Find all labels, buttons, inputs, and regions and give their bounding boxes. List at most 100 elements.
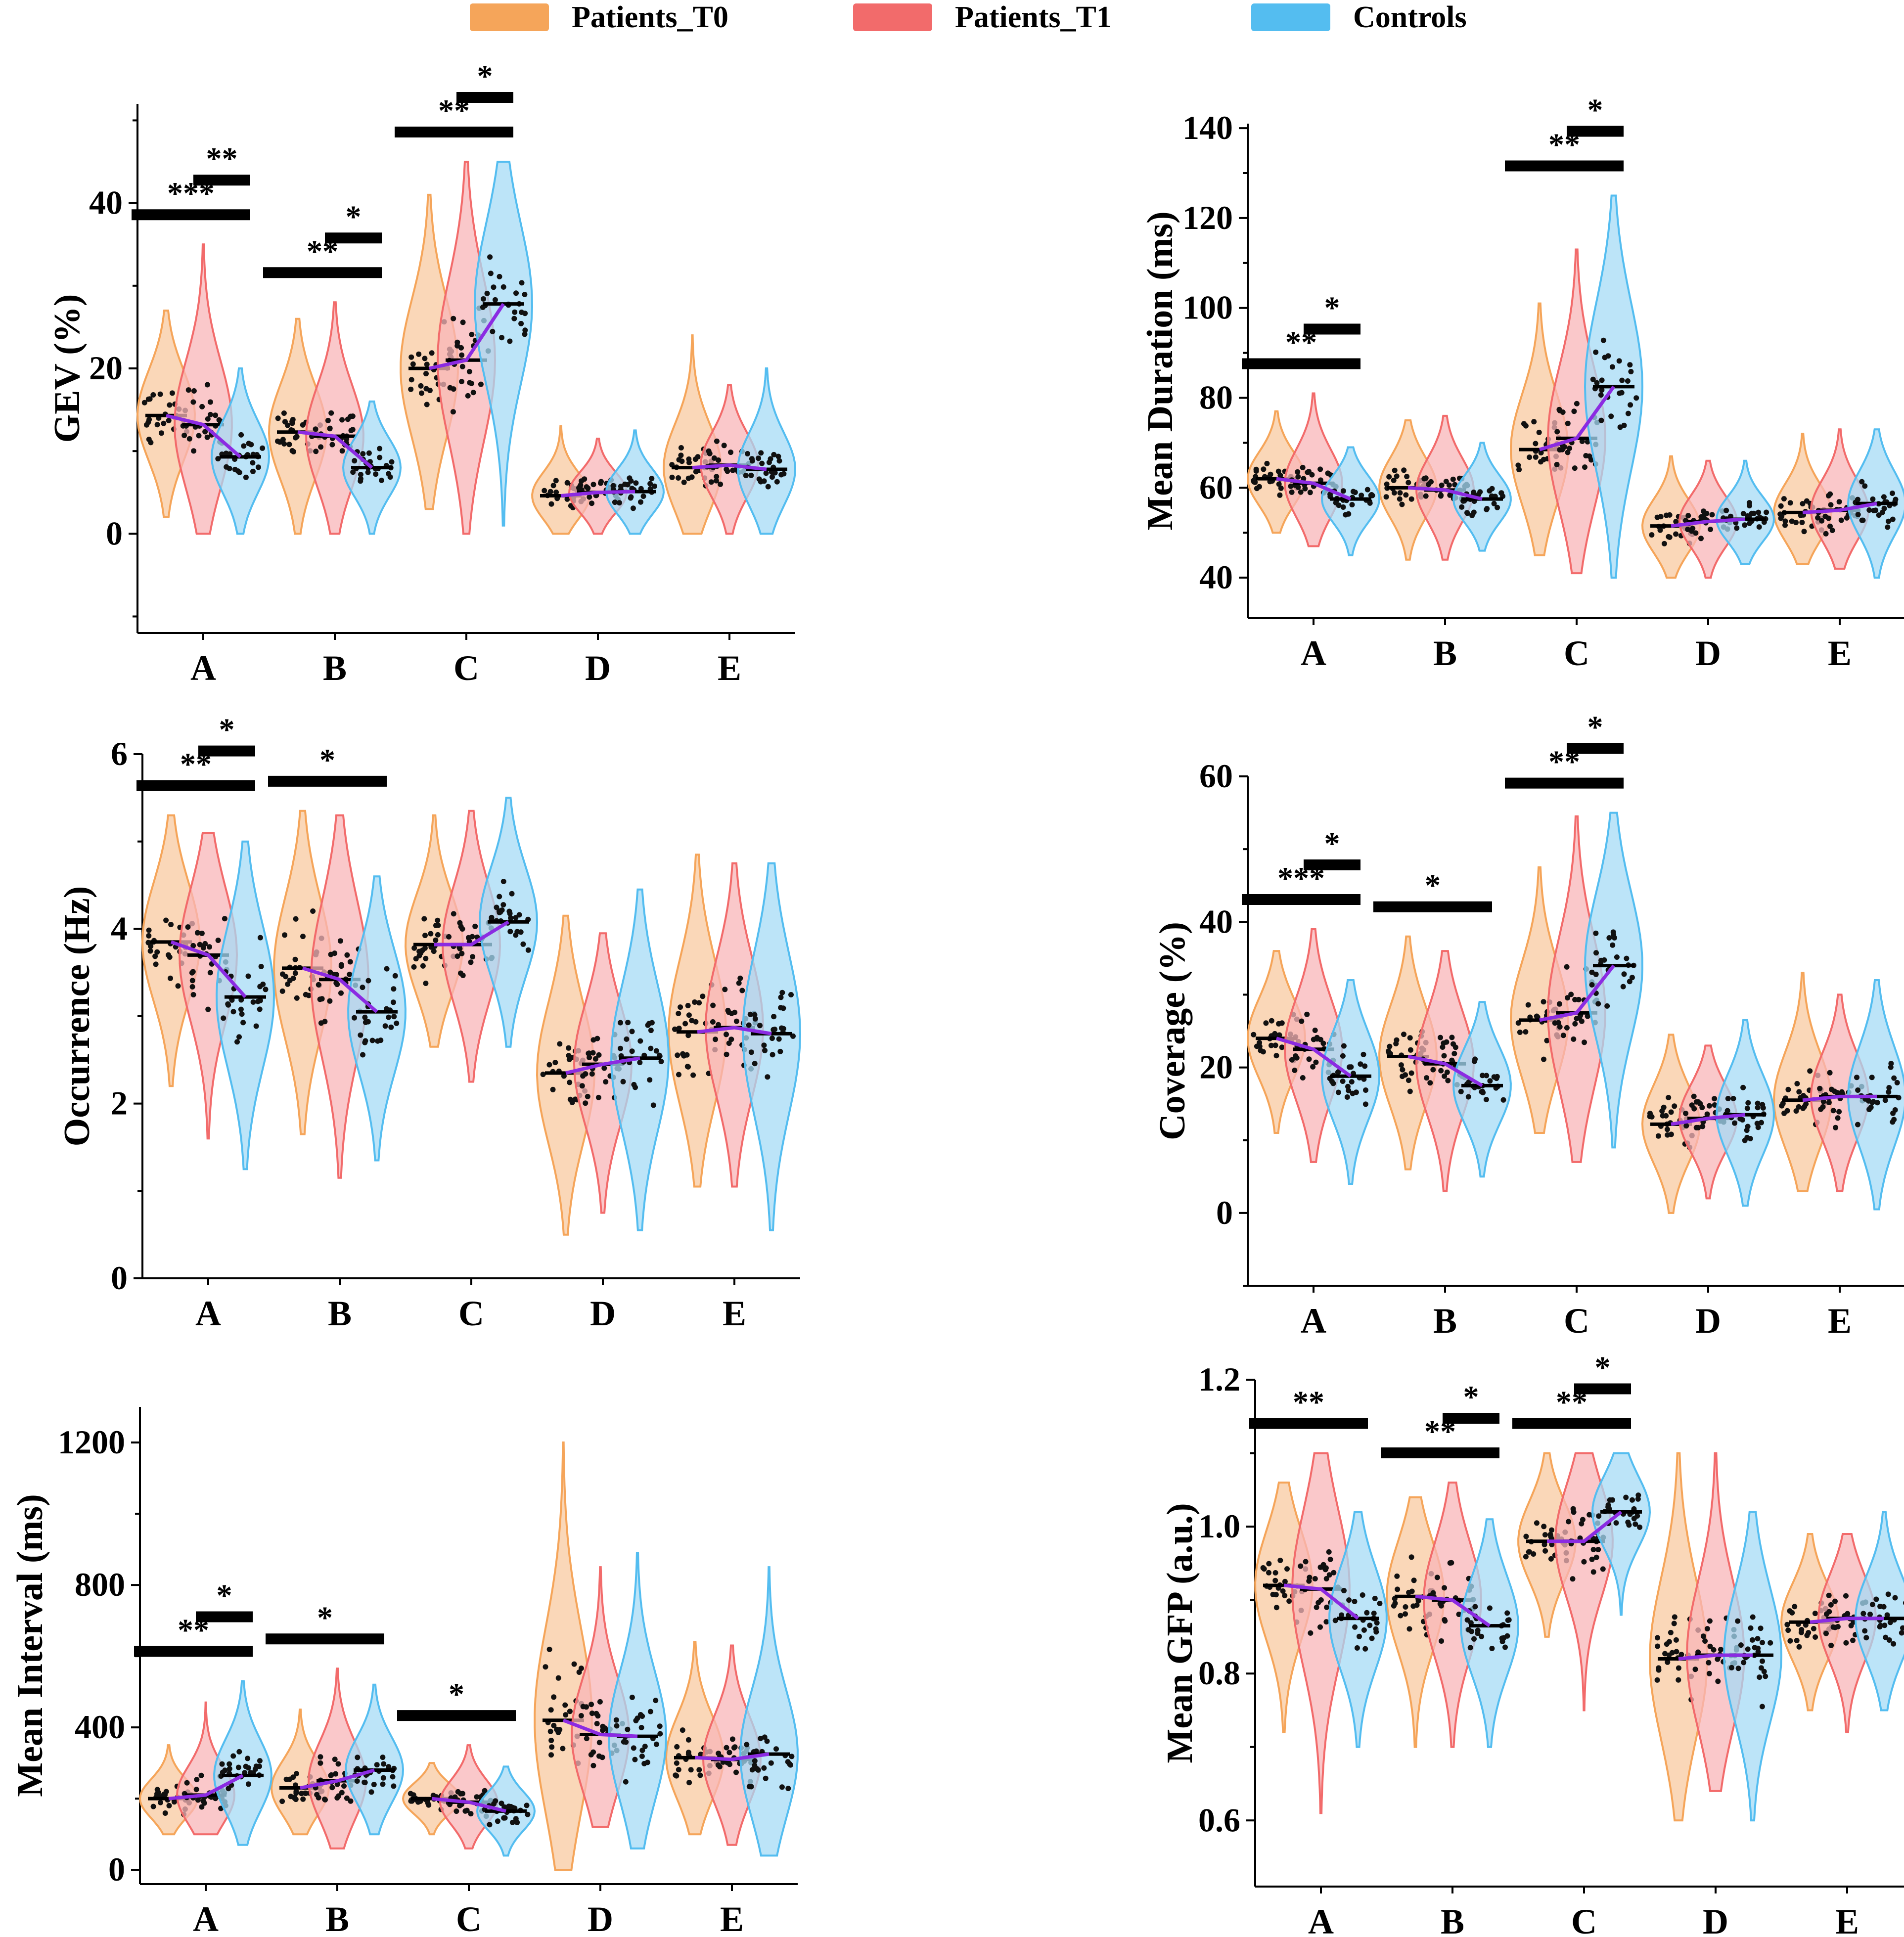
data-point [1273, 1053, 1279, 1059]
data-point [1405, 1078, 1411, 1083]
trend-line-C [1547, 1510, 1623, 1543]
data-point [1738, 1642, 1744, 1648]
data-point [1434, 1575, 1440, 1580]
data-point [1794, 1081, 1800, 1086]
data-point [520, 941, 526, 947]
data-point [631, 1081, 637, 1087]
data-point [253, 1023, 259, 1029]
data-point [205, 416, 211, 422]
data-point [621, 1739, 627, 1745]
data-point [207, 970, 213, 976]
data-point [382, 1023, 388, 1029]
data-point [1479, 1633, 1485, 1639]
significance-label: * [1425, 868, 1441, 903]
data-point [770, 1052, 775, 1058]
data-point [1400, 1067, 1405, 1073]
data-point [282, 419, 288, 425]
data-point [1408, 1554, 1414, 1560]
data-point [1891, 1075, 1897, 1081]
data-point [1882, 1097, 1888, 1103]
data-point [1541, 1542, 1547, 1547]
data-point [1826, 515, 1831, 521]
data-point [163, 917, 169, 923]
data-point [758, 450, 764, 456]
x-tick-label: D [590, 1294, 616, 1333]
data-point [1475, 1630, 1481, 1636]
data-point [1883, 1634, 1889, 1640]
data-point [420, 963, 426, 969]
data-point [1410, 1603, 1416, 1609]
trend-line-D [1671, 517, 1746, 528]
data-point [748, 472, 754, 478]
data-point [789, 1754, 795, 1759]
data-point [245, 1756, 251, 1761]
data-point [189, 978, 195, 984]
data-point [292, 970, 298, 976]
data-point [220, 1769, 226, 1775]
data-point [257, 935, 263, 941]
data-point [459, 950, 465, 956]
y-tick-label: 60 [1199, 757, 1233, 795]
data-point [1609, 364, 1615, 370]
data-point [282, 932, 288, 938]
data-point [1689, 1102, 1695, 1108]
data-point [1397, 490, 1403, 496]
data-point [1374, 1620, 1380, 1626]
violin-controls-E [1847, 979, 1904, 1211]
violin-controls-B [1459, 1518, 1520, 1748]
data-point [629, 1048, 635, 1054]
y-tick-label: 0 [111, 1259, 128, 1297]
data-point [154, 1787, 160, 1793]
data-point [595, 1713, 601, 1719]
x-tick-label: C [1564, 633, 1589, 673]
data-point [377, 446, 383, 451]
trend-line-B [1407, 486, 1483, 501]
data-point [1444, 1069, 1450, 1075]
data-point [450, 409, 456, 415]
data-point [144, 422, 149, 428]
data-point [1352, 1599, 1358, 1604]
data-point [1346, 1597, 1352, 1603]
y-tick-label: 1.0 [1198, 1507, 1240, 1545]
data-point [1867, 1612, 1873, 1617]
x-tick-label: A [193, 1899, 219, 1937]
y-axis-label: Mean Interval (ms) [10, 1494, 50, 1797]
data-point [1599, 387, 1605, 393]
data-point [459, 926, 465, 932]
data-point [1667, 534, 1673, 540]
data-point [146, 437, 152, 442]
data-point [293, 435, 299, 441]
significance-label: * [319, 742, 335, 777]
data-point [1593, 950, 1599, 956]
data-point [334, 982, 340, 988]
data-point [421, 916, 427, 922]
data-point [1735, 1666, 1741, 1671]
data-point [300, 422, 306, 428]
data-point [557, 1727, 563, 1733]
data-point [345, 416, 351, 422]
data-point [1742, 522, 1748, 528]
data-point [1590, 376, 1596, 382]
data-point [618, 1045, 623, 1051]
data-point [1890, 1119, 1896, 1125]
data-point [1572, 996, 1578, 1002]
data-point [1748, 1625, 1754, 1631]
data-point [678, 1004, 683, 1010]
data-point [658, 1059, 664, 1065]
data-point [1666, 1639, 1672, 1645]
chart-panel-duration: 40 60 80 100 120 140 Mean Duration (ms) A B C D E * *… [1140, 92, 1904, 673]
data-point [540, 1072, 546, 1078]
data-point [1751, 510, 1757, 516]
data-point [748, 1784, 754, 1790]
data-point [1549, 1527, 1554, 1533]
data-point [1785, 1627, 1791, 1633]
data-point [1839, 1089, 1845, 1095]
data-point [339, 1790, 345, 1796]
violin-controls-D [1716, 1019, 1775, 1207]
data-point [386, 1014, 392, 1020]
data-point [696, 1000, 702, 1006]
data-point [752, 1016, 758, 1022]
data-point [1541, 999, 1546, 1005]
data-point [381, 1761, 387, 1767]
